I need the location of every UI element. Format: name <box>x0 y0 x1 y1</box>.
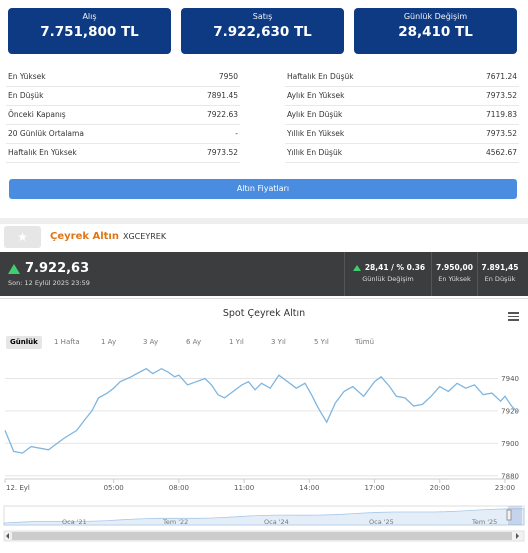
stat-value: 4562.67 <box>485 148 517 157</box>
stat-value: - <box>235 129 238 138</box>
range-daily[interactable]: Günlük <box>6 336 42 349</box>
stat-row: Haftalık En Düşük 7671.24 <box>285 68 519 87</box>
range-5-year[interactable]: 5 Yıl <box>314 338 329 346</box>
stat-value: 7973.52 <box>206 148 238 157</box>
stat-label: En Yüksek <box>8 72 46 81</box>
daily-change-block: 28,41 / % 0.36 Günlük Değişim <box>344 252 431 296</box>
stat-value: 7973.52 <box>485 91 517 100</box>
daily-change-card: Günlük Değişim 28,410 TL <box>354 8 517 54</box>
stat-value: 7922.63 <box>206 110 238 119</box>
stat-value: 7973.52 <box>485 129 517 138</box>
x-tick-label: 05:00 <box>104 484 124 492</box>
y-tick-label: 7880 <box>501 472 519 480</box>
current-price: 7.922,63 <box>25 261 90 276</box>
stat-label: Aylık En Yüksek <box>287 91 345 100</box>
range-all[interactable]: Tümü <box>355 338 375 346</box>
price-bar: 7.922,63 Son: 12 Eylül 2025 23:59 28,41 … <box>0 252 528 296</box>
stat-label: Yıllık En Düşük <box>287 148 343 157</box>
stat-value: 7119.83 <box>485 110 517 119</box>
line-chart-svg[interactable]: 7880 7900 7920 7940 12. Eyl 05:00 08:00 11:00 14… <box>0 299 528 553</box>
range-1-month[interactable]: 1 Ay <box>101 338 117 346</box>
daily-change-value: 28,41 / % 0.36 <box>364 263 426 272</box>
x-tick-label: 12. Eyl <box>6 484 30 492</box>
x-tick-label: 20:00 <box>430 484 450 492</box>
stat-row: Yıllık En Düşük 4562.67 <box>285 144 519 163</box>
y-tick-label: 7940 <box>501 375 519 383</box>
stat-value: 7891.45 <box>206 91 238 100</box>
navigator-label: Oca '24 <box>264 518 289 526</box>
low-value: 7.891,45 <box>481 263 519 272</box>
sell-label: Satış <box>252 12 273 21</box>
arrow-up-icon <box>8 264 20 274</box>
sell-value: 7.922,630 TL <box>213 24 312 40</box>
navigator-label: Tem '22 <box>162 518 188 526</box>
stat-row: Önceki Kapanış 7922.63 <box>6 106 240 125</box>
arrow-up-icon <box>353 265 361 271</box>
chart-title: Spot Çeyrek Altın <box>222 308 306 319</box>
asset-name: Çeyrek Altın <box>50 231 119 242</box>
navigator-handle <box>506 509 512 521</box>
stat-row: En Yüksek 7950 <box>6 68 240 87</box>
stat-value: 7671.24 <box>485 72 517 81</box>
x-tick-label: 11:00 <box>234 484 254 492</box>
stat-label: En Düşük <box>8 91 44 100</box>
range-1-year[interactable]: 1 Yıl <box>229 338 244 346</box>
buy-value: 7.751,800 TL <box>40 24 139 40</box>
star-icon: ★ <box>17 230 28 244</box>
scrollbar-thumb <box>12 532 512 540</box>
navigator-label: Oca '21 <box>62 518 87 526</box>
range-6-month[interactable]: 6 Ay <box>186 338 202 346</box>
stat-label: Aylık En Düşük <box>287 110 343 119</box>
scroll-right-icon <box>516 533 519 539</box>
price-series-line <box>4 367 519 454</box>
high-value: 7.950,00 <box>435 263 473 272</box>
favorite-button[interactable]: ★ <box>4 226 41 248</box>
stat-row: Haftalık En Yüksek 7973.52 <box>6 144 240 163</box>
last-update: Son: 12 Eylül 2025 23:59 <box>8 279 90 287</box>
daily-change-value: 28,410 TL <box>398 24 473 40</box>
low-label: En Düşük <box>484 275 516 283</box>
navigator-label: Oca '25 <box>369 518 394 526</box>
daily-change-label: Günlük Değişim <box>403 12 468 21</box>
sell-card: Satış 7.922,630 TL <box>181 8 344 54</box>
navigator-series <box>3 508 525 526</box>
x-tick-label: 17:00 <box>364 484 384 492</box>
price-chart: Spot Çeyrek Altın Günlük 1 Hafta 1 Ay 3 … <box>0 298 528 552</box>
stat-label: Yıllık En Yüksek <box>287 129 345 138</box>
range-3-year[interactable]: 3 Yıl <box>271 338 286 346</box>
section-divider <box>0 218 528 224</box>
stat-label: Önceki Kapanış <box>8 110 66 119</box>
high-block: 7.950,00 En Yüksek <box>431 252 477 296</box>
stat-label: Haftalık En Yüksek <box>8 148 77 157</box>
menu-icon[interactable] <box>508 312 519 321</box>
asset-header: ★ Çeyrek Altın XGCEYREK <box>0 224 528 252</box>
scroll-left-icon <box>6 533 9 539</box>
stat-row: Aylık En Yüksek 7973.52 <box>285 87 519 106</box>
x-tick-label: 23:00 <box>495 484 515 492</box>
x-tick-label: 14:00 <box>299 484 319 492</box>
stat-label: Haftalık En Düşük <box>287 72 354 81</box>
range-3-month[interactable]: 3 Ay <box>143 338 159 346</box>
buy-card: Alış 7.751,800 TL <box>8 8 171 54</box>
stat-row: Aylık En Düşük 7119.83 <box>285 106 519 125</box>
asset-code: XGCEYREK <box>123 232 167 241</box>
high-label: En Yüksek <box>438 275 471 283</box>
stat-row: Yıllık En Yüksek 7973.52 <box>285 125 519 144</box>
y-tick-label: 7900 <box>501 440 519 448</box>
stat-row: 20 Günlük Ortalama - <box>6 125 240 144</box>
y-tick-label: 7920 <box>501 407 519 415</box>
summary-cards: Alış 7.751,800 TL Satış 7.922,630 TL Gün… <box>0 0 528 60</box>
navigator-label: Tem '25 <box>471 518 497 526</box>
stat-label: 20 Günlük Ortalama <box>8 129 84 138</box>
range-1-week[interactable]: 1 Hafta <box>54 338 80 346</box>
low-block: 7.891,45 En Düşük <box>477 252 522 296</box>
stat-row: En Düşük 7891.45 <box>6 87 240 106</box>
stat-value: 7950 <box>218 72 238 81</box>
gold-prices-button[interactable]: Altın Fiyatları <box>9 179 517 199</box>
daily-change-label: Günlük Değişim <box>362 275 414 283</box>
buy-label: Alış <box>82 12 97 21</box>
x-tick-label: 08:00 <box>169 484 189 492</box>
